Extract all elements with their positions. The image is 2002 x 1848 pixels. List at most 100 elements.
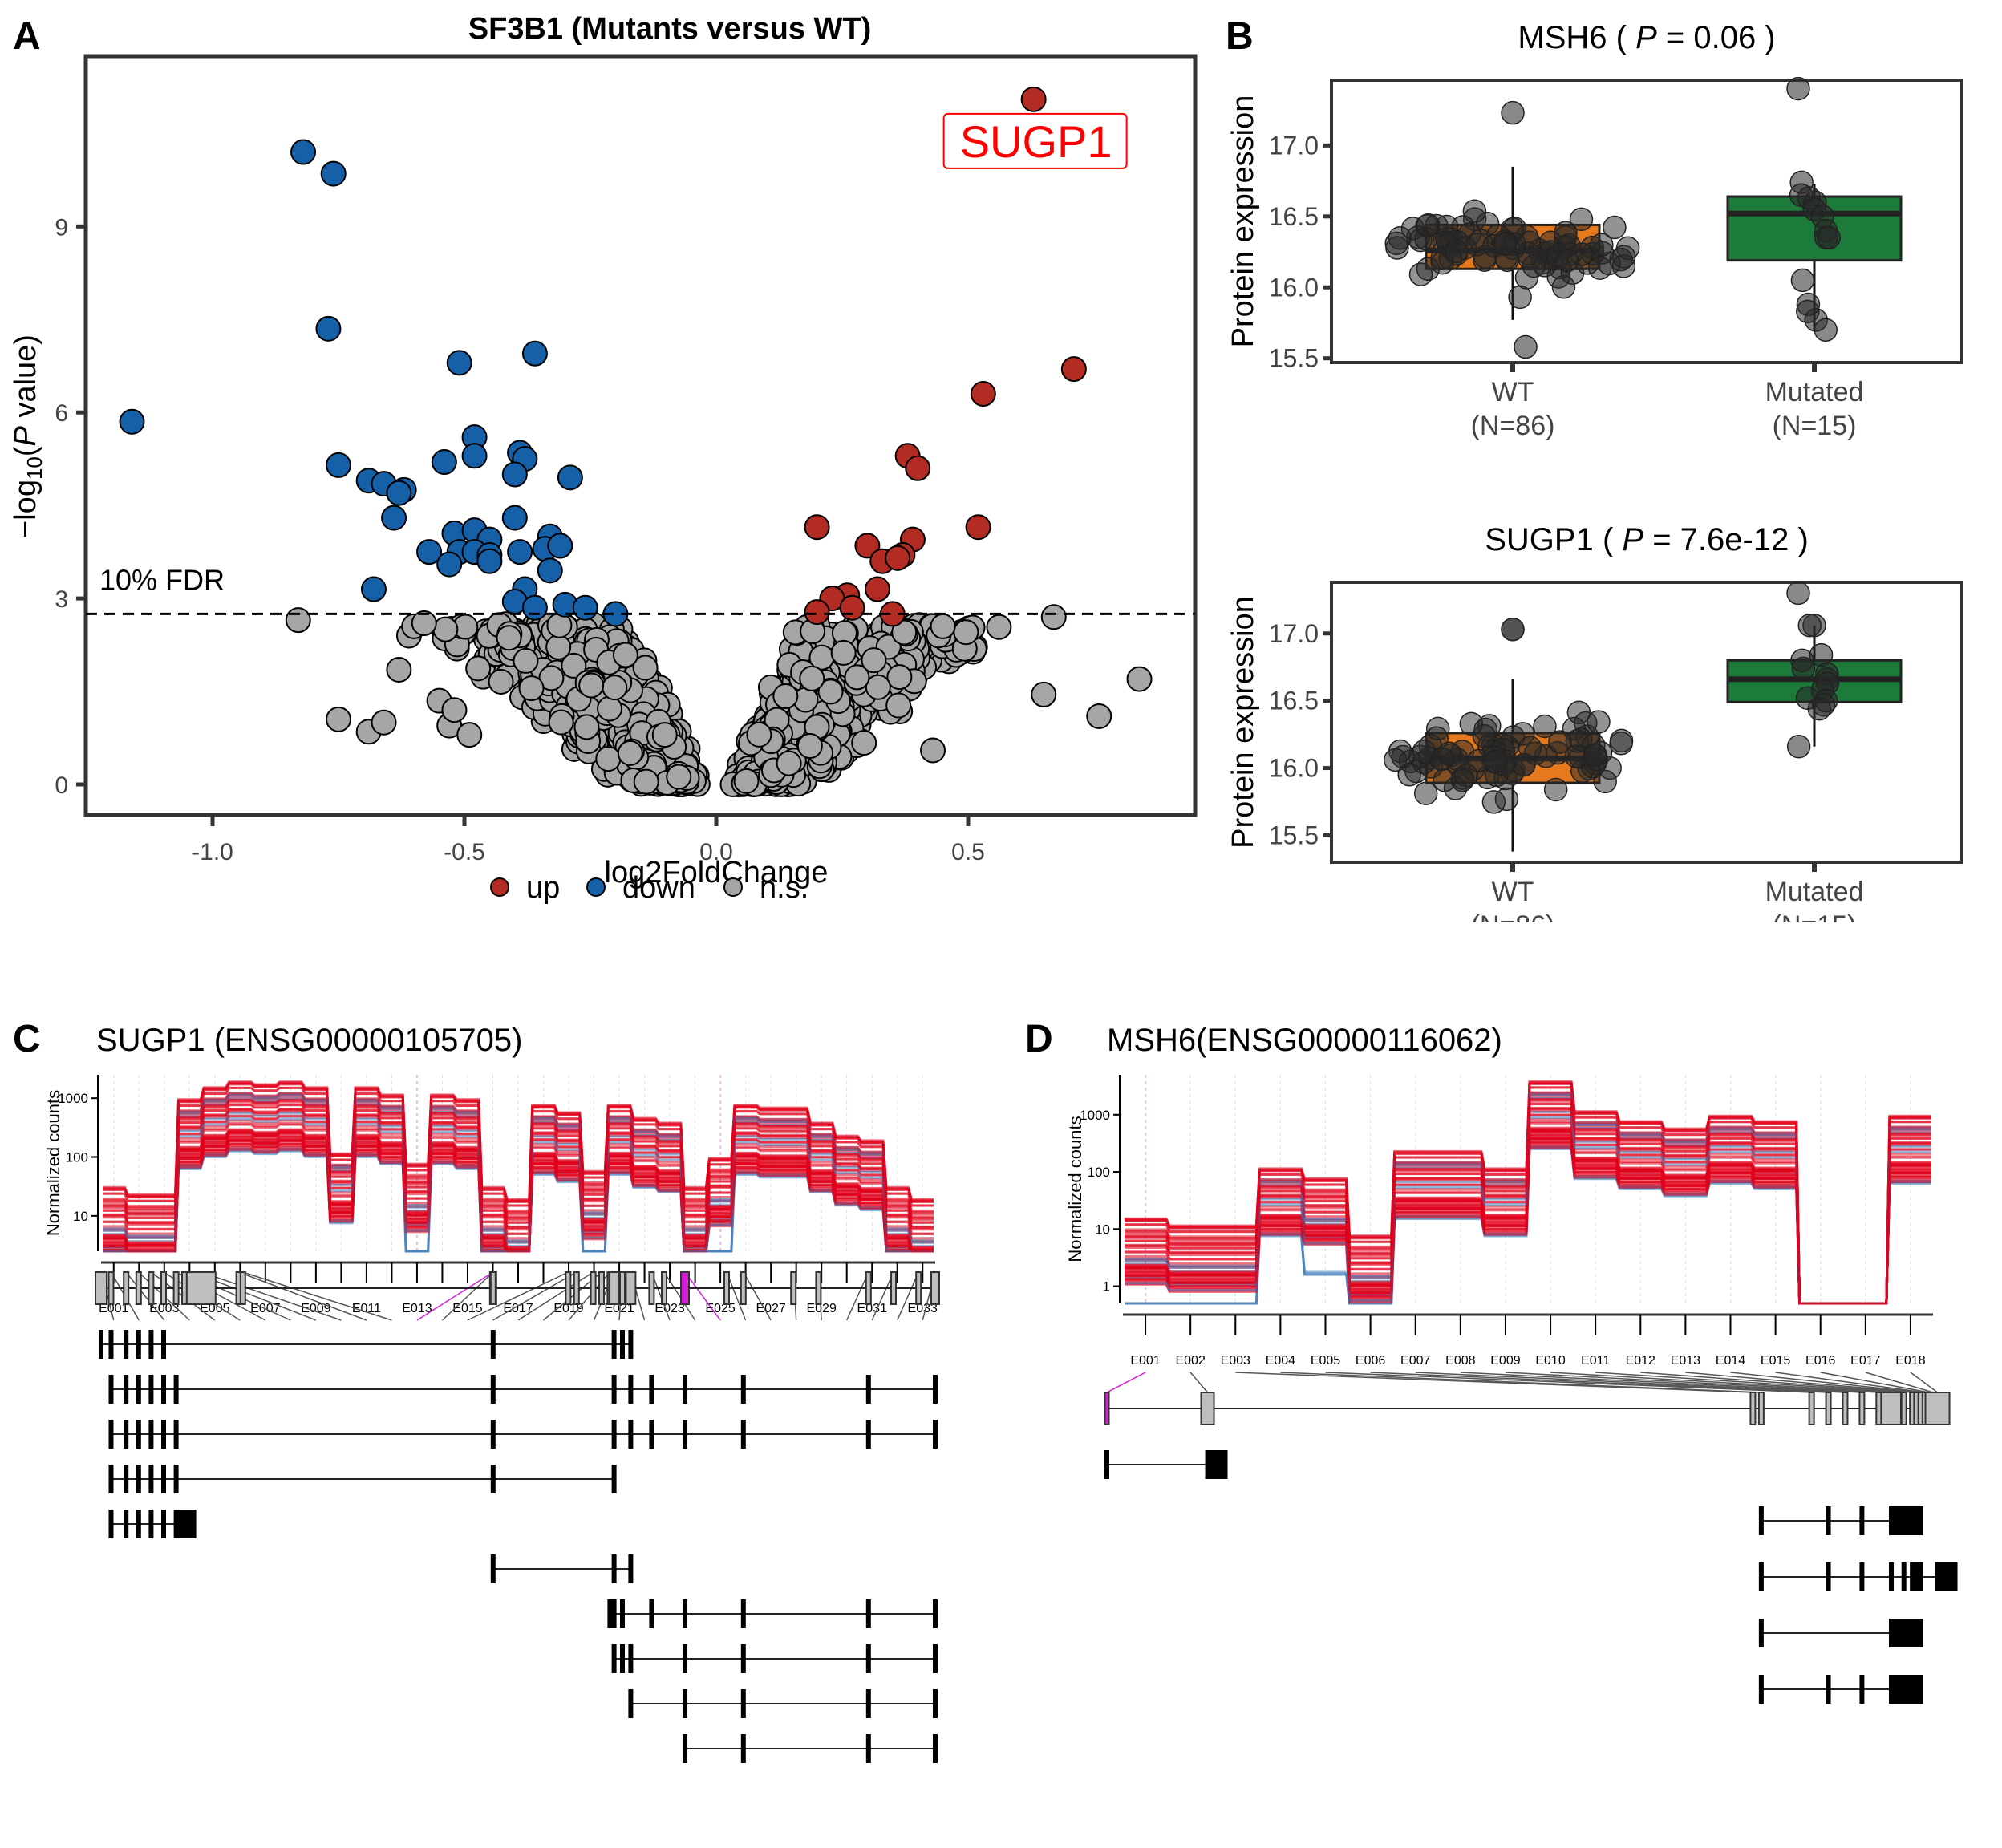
category-n: (N=15) bbox=[1773, 411, 1857, 441]
transcript-exon bbox=[683, 1375, 687, 1404]
point-ns bbox=[441, 697, 468, 723]
transcript-exon bbox=[628, 1644, 634, 1673]
exon-label: E009 bbox=[1490, 1354, 1520, 1368]
y-tick-label: 17.0 bbox=[1269, 619, 1319, 648]
y-axis-title: Normalized counts bbox=[43, 1090, 63, 1236]
point-down bbox=[416, 539, 443, 565]
exon-box bbox=[172, 1271, 180, 1305]
data-point bbox=[1590, 233, 1614, 257]
data-point bbox=[1611, 245, 1636, 269]
transcript-exon bbox=[1889, 1619, 1912, 1647]
data-point bbox=[1484, 749, 1508, 774]
transcript-exon bbox=[611, 1644, 617, 1673]
transcript-exon bbox=[611, 1599, 617, 1628]
point-up bbox=[1060, 356, 1087, 383]
volcano-plot: SF3B1 (Mutants versus WT) 10% FDR SUGP1 … bbox=[9, 12, 1198, 905]
data-point bbox=[1518, 736, 1542, 760]
point-down bbox=[476, 548, 503, 574]
exon-box bbox=[598, 1271, 605, 1305]
transcript-exon bbox=[1901, 1619, 1907, 1647]
y-tick-label: 15.5 bbox=[1269, 344, 1319, 373]
exon-box bbox=[1900, 1392, 1907, 1425]
exon-label: E029 bbox=[806, 1302, 836, 1315]
data-point bbox=[1508, 285, 1532, 310]
exon-box bbox=[160, 1271, 167, 1305]
annotation-box bbox=[942, 112, 1128, 169]
point-ns bbox=[799, 665, 825, 691]
exon-box bbox=[648, 1271, 655, 1305]
y-tick-label: 16.5 bbox=[1269, 202, 1319, 231]
legend-label-down: down bbox=[622, 871, 695, 905]
exon-box bbox=[865, 1271, 872, 1305]
data-point bbox=[1493, 231, 1518, 256]
sugp1-annotation: SUGP1 bbox=[942, 112, 1128, 169]
transcript-exon bbox=[148, 1510, 154, 1538]
exon-connector bbox=[1235, 1372, 1753, 1393]
transcript-exon bbox=[628, 1420, 634, 1449]
volcano-x-axis: -1.0 -0.5 0.0 0.5 bbox=[192, 815, 985, 865]
transcript-exon bbox=[740, 1420, 746, 1449]
point-ns bbox=[545, 634, 572, 660]
y-tick-label: 100 bbox=[1088, 1165, 1110, 1180]
point-ns bbox=[865, 674, 891, 700]
exon-connector bbox=[125, 1271, 165, 1321]
point-ns bbox=[651, 722, 678, 748]
transcript-exon bbox=[628, 1554, 634, 1583]
data-point bbox=[1588, 256, 1612, 280]
point-ns bbox=[817, 679, 844, 705]
y-tick-label: 100 bbox=[66, 1150, 88, 1165]
count-line-wt bbox=[1125, 1097, 1931, 1305]
exon-label: E031 bbox=[857, 1302, 887, 1315]
point-ns bbox=[573, 714, 600, 740]
data-point bbox=[1384, 748, 1408, 772]
transcript-exon bbox=[1205, 1450, 1228, 1479]
point-ns bbox=[930, 613, 956, 639]
exon-box bbox=[815, 1271, 822, 1305]
exon-box bbox=[573, 1271, 580, 1305]
exon-box bbox=[1924, 1392, 1951, 1425]
count-line-wt bbox=[103, 1087, 934, 1207]
data-point bbox=[1416, 213, 1441, 237]
transcript-exon bbox=[611, 1554, 617, 1583]
point-ns bbox=[920, 737, 946, 764]
exon-box bbox=[1881, 1392, 1903, 1425]
transcript-exon bbox=[99, 1330, 103, 1359]
point-ns bbox=[513, 647, 539, 674]
transcript-exon bbox=[1910, 1675, 1915, 1704]
point-up bbox=[965, 514, 991, 541]
transcript-exon bbox=[1758, 1675, 1764, 1704]
exon-box bbox=[1875, 1392, 1882, 1425]
exon-box bbox=[1858, 1392, 1866, 1425]
point-ns bbox=[602, 675, 628, 701]
point-ns bbox=[1040, 604, 1067, 630]
y-tick-label: 16.0 bbox=[1269, 273, 1319, 302]
boxplot-title: SUGP1 ( P = 7.6e-12 ) bbox=[1485, 522, 1809, 557]
y-axis-title: Normalized counts bbox=[1065, 1116, 1085, 1262]
exon-box bbox=[930, 1271, 940, 1305]
point-ns bbox=[371, 709, 397, 736]
exon-label: E025 bbox=[705, 1302, 735, 1315]
point-ns bbox=[776, 750, 802, 776]
boxplot-y-title: Protein expression bbox=[1226, 95, 1260, 348]
y-tick-label: 16.0 bbox=[1269, 754, 1319, 783]
point-ns bbox=[465, 655, 492, 682]
exon-connector bbox=[1730, 1372, 1921, 1393]
data-point bbox=[1817, 225, 1841, 250]
point-ns bbox=[796, 732, 823, 759]
transcript-exon bbox=[683, 1644, 687, 1673]
transcript-exon bbox=[611, 1330, 617, 1359]
exon-label: E007 bbox=[1400, 1354, 1430, 1368]
transcript-exon bbox=[865, 1644, 871, 1673]
point-ns bbox=[612, 642, 638, 668]
point-down bbox=[119, 408, 145, 435]
point-up bbox=[970, 381, 996, 407]
count-line-wt bbox=[103, 1082, 934, 1203]
point-up bbox=[1020, 86, 1047, 112]
point-down bbox=[436, 551, 463, 578]
category-n: (N=86) bbox=[1471, 910, 1555, 922]
boxplot-sugp1: SUGP1 ( P = 7.6e-12 ) WT (N=86) Mutated (N=1… bbox=[1226, 522, 1964, 922]
volcano-title: SF3B1 (Mutants versus WT) bbox=[468, 12, 872, 46]
category-n: (N=86) bbox=[1471, 411, 1555, 441]
transcript-exon bbox=[108, 1330, 114, 1359]
transcript-exon bbox=[490, 1375, 496, 1404]
